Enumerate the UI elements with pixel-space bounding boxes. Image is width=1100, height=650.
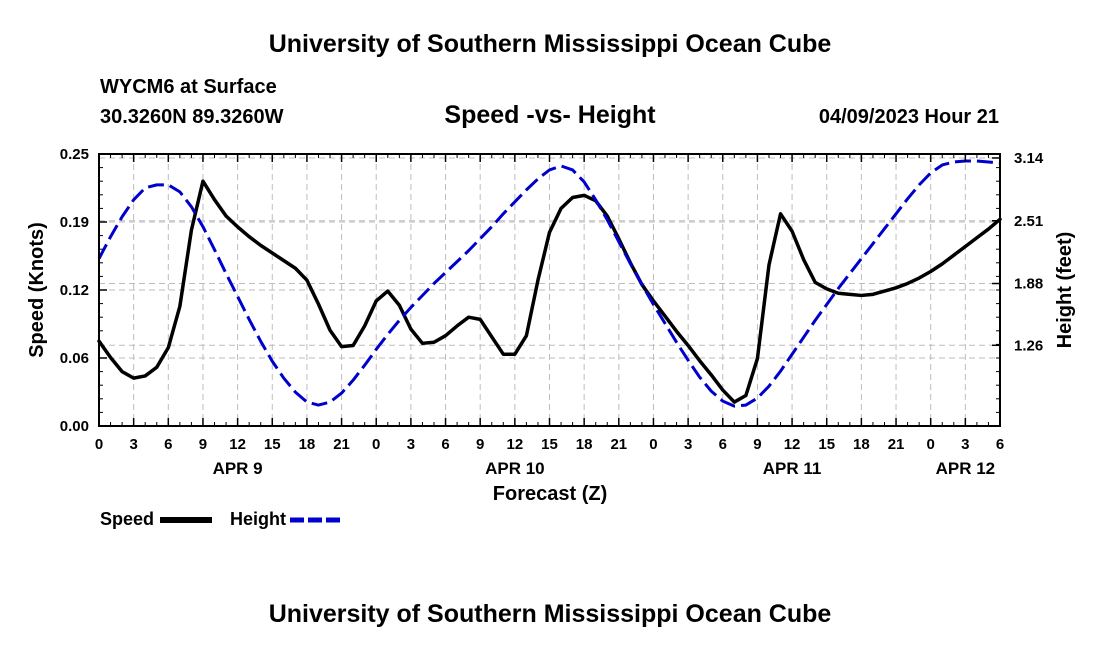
x-tick-label: 12	[229, 436, 246, 453]
y-axis-left-label: Speed (Knots)	[26, 222, 48, 358]
page-title: University of Southern Mississippi Ocean…	[268, 30, 832, 58]
x-axis-label: Forecast (Z)	[493, 483, 607, 505]
chart-title: Speed -vs- Height	[444, 101, 656, 129]
x-tick-label: 0	[927, 436, 935, 453]
y-right-tick-label: 1.88	[1014, 276, 1043, 293]
x-tick-label: 18	[853, 436, 870, 453]
y-left-tick-label: 0.06	[60, 350, 89, 367]
timestamp-label: 04/09/2023 Hour 21	[818, 106, 999, 128]
x-tick-label: 15	[264, 436, 281, 453]
x-tick-label: 9	[476, 436, 484, 453]
y-axis-right-label: Height (feet)	[1054, 232, 1076, 349]
labels-layer: 0 3 6 9 12 15 18 21 0 3 6 9 12 15 18 21 0 3 6 9 12 15 18 21 0 3 6A…	[60, 146, 1044, 478]
x-tick-label: 15	[541, 436, 558, 453]
x-date-label: APR 11	[763, 459, 822, 478]
x-tick-label: 12	[784, 436, 801, 453]
x-tick-label: 21	[888, 436, 905, 453]
coordinates-label: 30.3260N 89.3260W	[100, 106, 284, 128]
x-tick-label: 21	[610, 436, 627, 453]
x-date-label: APR 9	[213, 459, 263, 478]
x-tick-label: 0	[372, 436, 380, 453]
series-layer	[97, 159, 1002, 408]
x-tick-label: 0	[649, 436, 657, 453]
station-label: WYCM6 at Surface	[100, 76, 277, 98]
ticks-layer	[98, 153, 1001, 427]
footer-title: University of Southern Mississippi Ocean…	[268, 600, 832, 628]
x-tick-label: 6	[164, 436, 172, 453]
x-tick-label: 18	[576, 436, 593, 453]
x-tick-label: 9	[753, 436, 761, 453]
y-right-tick-label: 1.26	[1014, 337, 1043, 354]
x-tick-label: 18	[299, 436, 316, 453]
x-tick-label: 6	[719, 436, 727, 453]
x-tick-label: 3	[684, 436, 692, 453]
legend-speed-label: Speed	[100, 509, 154, 529]
y-left-tick-label: 0.19	[60, 214, 89, 231]
x-tick-label: 0	[95, 436, 103, 453]
legend-height-label: Height	[230, 509, 286, 529]
x-date-label: APR 10	[485, 459, 545, 478]
x-date-label: APR 12	[936, 459, 996, 478]
y-right-tick-label: 2.51	[1014, 213, 1043, 230]
series-speed-line	[97, 179, 1002, 404]
x-tick-label: 3	[129, 436, 137, 453]
x-tick-label: 6	[441, 436, 449, 453]
y-left-tick-label: 0.12	[60, 282, 89, 299]
series-height-line	[97, 159, 1001, 408]
y-right-tick-label: 3.14	[1014, 150, 1044, 167]
x-tick-label: 3	[407, 436, 415, 453]
legend: Speed Height	[100, 509, 343, 529]
y-left-tick-label: 0.25	[60, 146, 89, 163]
x-tick-label: 9	[199, 436, 207, 453]
x-tick-label: 12	[507, 436, 524, 453]
x-tick-label: 15	[818, 436, 835, 453]
x-tick-label: 6	[996, 436, 1004, 453]
x-tick-label: 21	[333, 436, 350, 453]
x-tick-label: 3	[961, 436, 969, 453]
y-left-tick-label: 0.00	[60, 418, 89, 435]
